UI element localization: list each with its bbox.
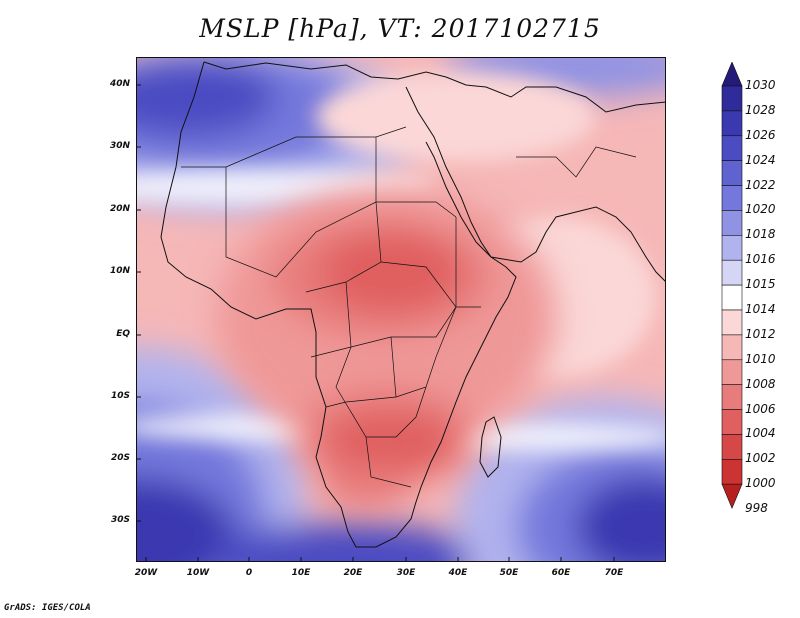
colorbar-label-1012: 1012 <box>745 326 776 341</box>
colorbar-swatch-1022 <box>721 160 743 186</box>
lat-label-10s: 10S <box>110 391 130 401</box>
colorbar-swatch-1024 <box>721 135 743 161</box>
colorbar-label-1026: 1026 <box>745 127 776 142</box>
colorbar-label-1024: 1024 <box>745 152 776 167</box>
country-borders <box>181 126 637 488</box>
credit-text: GrADS: IGES/COLA <box>4 603 91 613</box>
colorbar-label-998: 998 <box>745 501 768 516</box>
coastlines <box>160 61 666 548</box>
colorbar-swatch-1030 <box>721 62 743 87</box>
axis-ticks <box>136 84 615 562</box>
colorbar-label-1014: 1014 <box>745 302 776 316</box>
colorbar-swatch-1026 <box>721 110 743 137</box>
colorbar-swatch-1004 <box>721 409 743 435</box>
lon-label-50e: 50E <box>499 568 519 578</box>
colorbar-swatch-1015 <box>721 259 743 286</box>
lon-label-60e: 60E <box>551 568 571 578</box>
lon-label-10e: 10E <box>291 568 311 578</box>
colorbar-label-1004: 1004 <box>745 426 776 441</box>
colorbar-label-1022: 1022 <box>745 177 776 192</box>
colorbar-label-1010: 1010 <box>745 351 776 366</box>
colorbar-swatch-1008 <box>721 359 743 385</box>
colorbar-label-1015: 1015 <box>745 277 776 292</box>
colorbar-swatch-1006 <box>721 384 743 410</box>
pressure-map <box>136 57 666 562</box>
lon-label-20w: 20W <box>134 568 158 578</box>
colorbar-swatch-1002 <box>721 434 743 460</box>
colorbar-swatch-1010 <box>721 334 743 361</box>
colorbar <box>721 62 743 510</box>
lon-label-70e: 70E <box>604 568 624 578</box>
lat-label-20s: 20S <box>110 453 130 463</box>
lon-label-0: 0 <box>245 568 253 578</box>
colorbar-label-1030: 1030 <box>745 78 776 92</box>
colorbar-label-1002: 1002 <box>745 451 776 466</box>
colorbar-swatch-998 <box>721 483 743 510</box>
lon-label-30e: 30E <box>396 568 416 578</box>
colorbar-swatch-1028 <box>721 85 743 112</box>
lat-label-10n: 10N <box>109 266 130 276</box>
lat-label-30n: 30N <box>109 141 130 151</box>
lat-label-30s: 30S <box>110 515 130 525</box>
colorbar-swatch-1000 <box>721 459 743 485</box>
colorbar-label-1016: 1016 <box>745 252 776 267</box>
colorbar-label-1028: 1028 <box>745 102 776 117</box>
colorbar-swatch-1016 <box>721 235 743 261</box>
lon-label-20e: 20E <box>343 568 363 578</box>
map-title: MSLP [hPa], VT: 2017102715 <box>199 14 601 43</box>
colorbar-label-1018: 1018 <box>745 227 776 242</box>
colorbar-swatch-1014 <box>721 284 743 311</box>
lat-label-40n: 40N <box>109 79 130 89</box>
colorbar-swatch-1012 <box>721 309 743 336</box>
colorbar-label-1008: 1008 <box>745 376 776 391</box>
lon-label-10w: 10W <box>186 568 210 578</box>
lat-label-20n: 20N <box>109 204 130 214</box>
colorbar-swatch-1020 <box>721 185 743 211</box>
colorbar-swatch-1018 <box>721 210 743 236</box>
colorbar-label-1006: 1006 <box>745 401 776 416</box>
low-pressure-areas <box>216 187 556 509</box>
lat-label-eq: EQ <box>116 329 130 339</box>
lon-label-40e: 40E <box>448 568 468 578</box>
colorbar-label-1000: 1000 <box>745 476 776 491</box>
map-frame <box>136 57 666 562</box>
colorbar-label-1020: 1020 <box>745 202 776 217</box>
